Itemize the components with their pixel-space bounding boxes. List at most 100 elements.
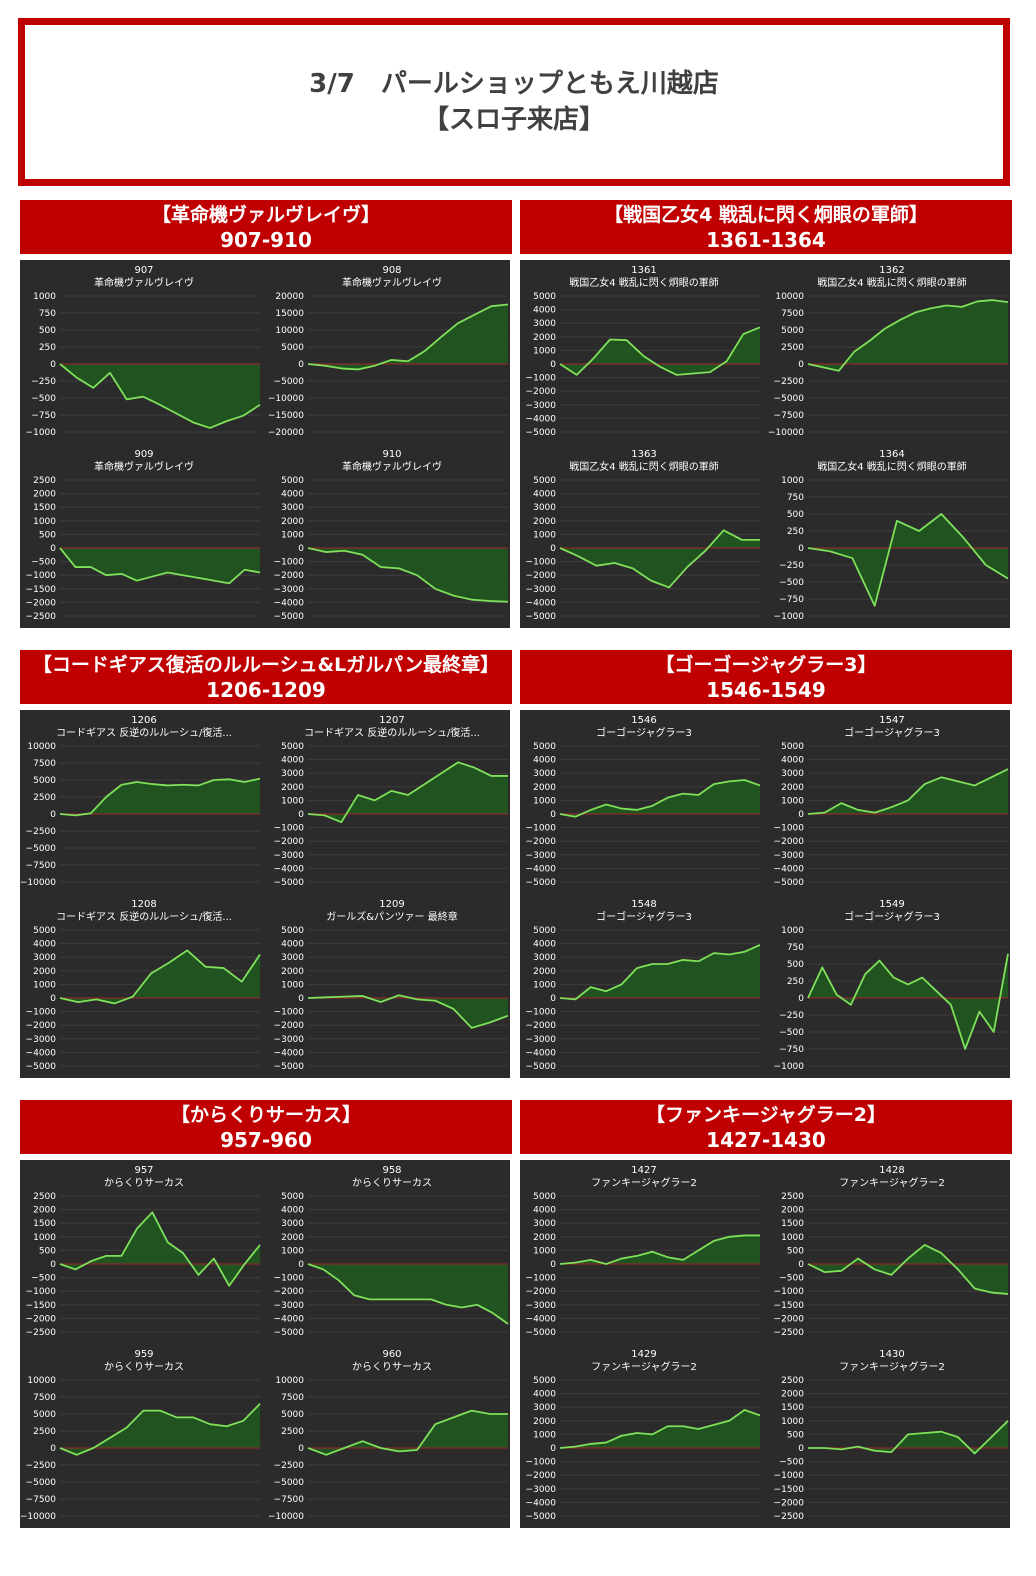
- y-tick-label: 1000: [781, 796, 804, 806]
- area-fill: [560, 1235, 760, 1264]
- series-line: [559, 529, 760, 589]
- y-tick-label: −2000: [526, 387, 557, 397]
- y-tick-label: 0: [798, 1260, 804, 1270]
- y-tick-label: −5000: [526, 612, 557, 622]
- y-tick-label: −250: [31, 377, 56, 387]
- y-tick-label: −5000: [274, 1478, 305, 1488]
- y-tick-label: 0: [550, 810, 556, 820]
- y-tick-label: −500: [31, 1274, 56, 1284]
- y-tick-label: 500: [39, 1246, 56, 1256]
- page-title: 3/7 パールショップともえ川越店: [309, 69, 719, 99]
- y-tick-label: 3000: [533, 1219, 556, 1229]
- series-line: [307, 303, 509, 371]
- y-tick-label: −3000: [526, 585, 557, 595]
- y-tick-label: 2500: [781, 1376, 804, 1386]
- y-tick-label: 750: [787, 943, 804, 953]
- y-tick-label: 500: [787, 510, 804, 520]
- y-tick-label: −10000: [20, 878, 56, 888]
- chart-number: 910: [382, 449, 401, 460]
- chart-machine-name: ゴーゴージャグラー3: [596, 726, 692, 739]
- chart-number: 1427: [631, 1165, 656, 1176]
- y-tick-label: −7500: [26, 1495, 57, 1505]
- y-tick-label: −3000: [526, 401, 557, 411]
- y-tick-label: 0: [798, 360, 804, 370]
- y-tick-label: −500: [779, 1274, 804, 1284]
- y-tick-label: −5000: [26, 1062, 57, 1072]
- y-tick-label: −500: [31, 394, 56, 404]
- y-tick-label: −2000: [526, 1471, 557, 1481]
- y-tick-label: −2000: [26, 1314, 57, 1324]
- y-tick-label: −1000: [26, 571, 57, 581]
- area-fill: [560, 780, 760, 817]
- y-tick-label: 1500: [781, 1403, 804, 1413]
- y-tick-label: 3000: [281, 1219, 304, 1229]
- section-range: 1361-1364: [706, 228, 826, 252]
- chart-number: 1549: [879, 899, 904, 910]
- area-fill: [560, 1409, 760, 1448]
- area-fill: [560, 944, 760, 1000]
- y-tick-label: 1000: [533, 980, 556, 990]
- chart-number: 909: [134, 449, 153, 460]
- y-tick-label: −1000: [526, 374, 557, 384]
- y-tick-label: 2500: [33, 1427, 56, 1437]
- area-fill: [808, 769, 1008, 814]
- chart-machine-name: からくりサーカス: [104, 1361, 184, 1373]
- y-tick-label: 2000: [781, 1206, 804, 1216]
- y-tick-label: 0: [550, 360, 556, 370]
- area-fill: [60, 778, 260, 816]
- y-tick-label: 7500: [781, 309, 804, 319]
- chart-number: 957: [134, 1165, 153, 1176]
- series-line: [559, 1234, 760, 1265]
- y-tick-label: −1000: [274, 824, 305, 834]
- y-tick-label: 2000: [781, 783, 804, 793]
- y-tick-label: 4000: [533, 756, 556, 766]
- y-tick-label: 250: [787, 527, 804, 537]
- y-tick-label: −5000: [274, 1328, 305, 1338]
- section-title: 【からくりサーカス】: [170, 1104, 361, 1126]
- series-line: [59, 1211, 261, 1287]
- chart-grid: 957からくりサーカス25002000150010005000−500−1000…: [20, 1165, 509, 1522]
- chart-number: 1206: [131, 715, 156, 726]
- y-tick-label: 2000: [33, 1206, 56, 1216]
- chart-machine-name: ファンキージャグラー2: [839, 1176, 945, 1189]
- section-valvrave: 【革命機ヴァルヴレイヴ】 907-910 907 革命機ヴァルヴレイヴ 1000 75…: [20, 200, 512, 628]
- y-tick-label: 2000: [533, 1233, 556, 1243]
- y-tick-label: 7500: [33, 1393, 56, 1403]
- y-tick-label: 1000: [781, 476, 804, 486]
- y-tick-label: −750: [779, 1045, 804, 1055]
- section-title: 【革命機ヴァルヴレイヴ】: [151, 204, 380, 226]
- y-tick-label: 0: [50, 1444, 56, 1454]
- y-tick-label: −5000: [526, 878, 557, 888]
- y-tick-label: −1500: [774, 1301, 805, 1311]
- y-tick-label: −1000: [526, 1458, 557, 1468]
- y-tick-label: −500: [779, 1028, 804, 1038]
- y-tick-label: 5000: [533, 926, 556, 936]
- series-line: [59, 363, 261, 429]
- y-tick-label: −3000: [526, 1301, 557, 1311]
- section-range: 957-960: [220, 1128, 312, 1152]
- chart-panel: 1546 ゴーゴージャグラー3 5000 4000 3000 2000 1000 0 −1000…: [520, 710, 1010, 1078]
- y-tick-label: 1000: [33, 980, 56, 990]
- y-tick-label: 0: [50, 544, 56, 554]
- y-tick-label: −10000: [768, 428, 804, 438]
- area-fill: [308, 304, 508, 370]
- y-tick-label: 2500: [781, 343, 804, 353]
- y-tick-label: −750: [31, 411, 56, 421]
- y-tick-label: 5000: [533, 1192, 556, 1202]
- y-tick-label: −250: [779, 561, 804, 571]
- series-line: [807, 768, 1009, 815]
- chart-panel: 957 からくりサーカス 2500 2000 1500 1000 500 0 −500 −1000…: [20, 1160, 510, 1528]
- y-tick-label: −4000: [274, 864, 305, 874]
- y-tick-label: 2000: [781, 1390, 804, 1400]
- section-header: 【戦国乙女4 戦乱に閃く炯眼の軍師】 1361-1364: [520, 200, 1012, 254]
- series-line: [807, 1244, 1009, 1295]
- y-tick-label: −2500: [774, 1512, 805, 1522]
- y-tick-label: 2500: [33, 793, 56, 803]
- y-tick-label: 7500: [33, 759, 56, 769]
- y-tick-label: 5000: [281, 926, 304, 936]
